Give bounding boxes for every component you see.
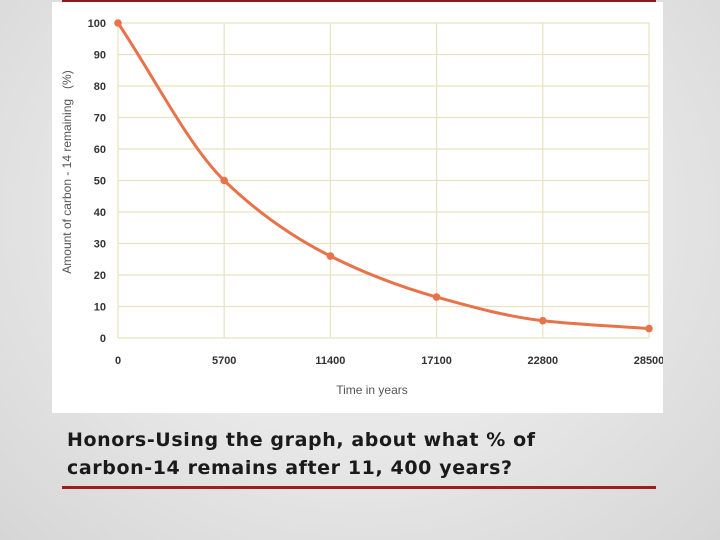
data-point xyxy=(114,19,122,27)
data-point xyxy=(539,316,547,325)
y-tick-label: 20 xyxy=(94,270,106,282)
data-point xyxy=(326,252,335,260)
decay-chart: 0 10 20 30 40 50 60 70 80 90 100 0 5700 11400 17100 22… xyxy=(60,18,663,397)
question-caption: Honors-Using the graph, about what % of … xyxy=(67,429,536,479)
y-tick-label: 90 xyxy=(94,50,106,62)
y-tick-labels: 0 10 20 30 40 50 60 70 80 90 100 xyxy=(88,18,106,345)
x-tick-label: 22800 xyxy=(528,355,559,367)
decay-curve xyxy=(116,22,650,331)
y-tick-label: 100 xyxy=(88,18,106,30)
x-axis-label: Time in years xyxy=(336,383,408,397)
y-tick-label: 50 xyxy=(94,176,106,188)
y-tick-label: 80 xyxy=(94,81,106,93)
y-tick-label: 30 xyxy=(94,239,106,251)
y-tick-label: 40 xyxy=(94,207,106,219)
y-tick-label: 0 xyxy=(100,333,106,345)
data-points xyxy=(114,19,653,333)
grid xyxy=(117,22,650,339)
x-tick-label: 5700 xyxy=(212,355,236,367)
x-tick-label: 17100 xyxy=(421,355,452,367)
y-tick-label: 10 xyxy=(94,302,106,314)
chart-panel: 0 10 20 30 40 50 60 70 80 90 100 0 5700 11400 17100 22… xyxy=(52,2,663,413)
bottom-rule xyxy=(62,486,656,489)
y-tick-label: 70 xyxy=(94,113,106,125)
top-rule xyxy=(62,0,656,2)
data-point xyxy=(645,324,653,333)
data-point xyxy=(220,176,228,185)
x-tick-label: 11400 xyxy=(315,355,345,367)
x-tick-labels: 0 5700 11400 17100 22800 28500 xyxy=(115,355,663,367)
y-axis-label: Amount of carbon - 14 remaining (%) xyxy=(60,70,74,273)
x-tick-label: 0 xyxy=(115,355,121,367)
y-tick-label: 60 xyxy=(94,144,106,156)
data-point xyxy=(432,293,441,301)
x-tick-label: 28500 xyxy=(634,355,663,367)
